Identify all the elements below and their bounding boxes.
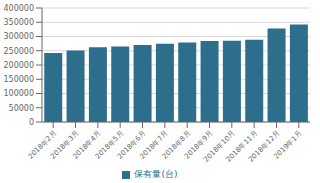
svg-text:2018年4月: 2018年4月 <box>71 129 103 161</box>
svg-text:0: 0 <box>29 118 34 127</box>
svg-text:350000: 350000 <box>3 18 34 27</box>
svg-text:2018年12月: 2018年12月 <box>247 129 282 164</box>
svg-text:2018年2月: 2018年2月 <box>26 129 59 161</box>
svg-text:2018年5月: 2018年5月 <box>93 129 126 161</box>
svg-text:2018年6月: 2018年6月 <box>116 129 148 161</box>
svg-text:400000: 400000 <box>3 4 34 13</box>
svg-text:50000: 50000 <box>9 104 34 113</box>
svg-text:200000: 200000 <box>3 61 34 70</box>
svg-text:150000: 150000 <box>3 75 34 84</box>
svg-text:2018年7月: 2018年7月 <box>138 129 170 161</box>
svg-text:2019年1月: 2019年1月 <box>272 129 303 160</box>
svg-text:300000: 300000 <box>3 32 34 41</box>
html-text:保有量(台): 保有量(台) <box>134 169 178 179</box>
svg-text:100000: 100000 <box>3 89 34 98</box>
svg-text:2018年11月: 2018年11月 <box>224 129 260 164</box>
svg-text:2018年9月: 2018年9月 <box>183 129 215 161</box>
svg-text:2018年8月: 2018年8月 <box>160 129 193 161</box>
svg-text:250000: 250000 <box>3 47 34 56</box>
svg-text:2018年10月: 2018年10月 <box>202 129 237 164</box>
svg-text:2018年3月: 2018年3月 <box>49 129 81 161</box>
